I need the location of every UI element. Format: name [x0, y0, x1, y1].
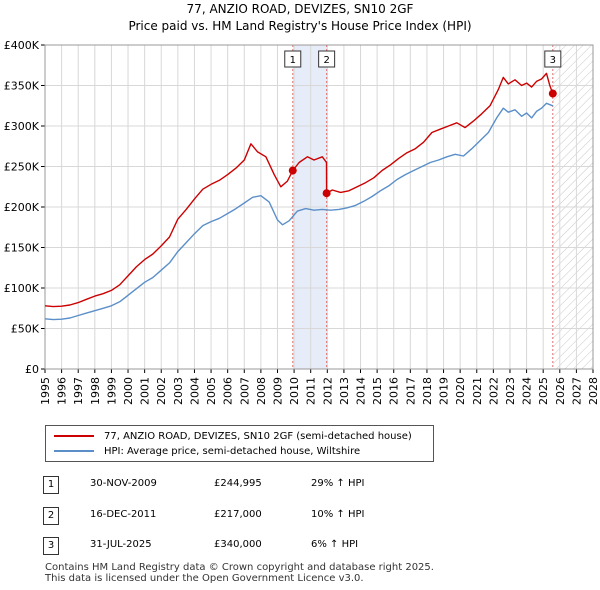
x-tick-label: 1996 [56, 377, 69, 405]
x-tick-label: 2026 [554, 377, 567, 405]
x-tick-label: 2011 [305, 377, 318, 405]
y-tick-label: £300K [4, 120, 40, 133]
x-tick-label: 2016 [388, 377, 401, 405]
x-tick-label: 2028 [587, 377, 600, 405]
legend-item-hpi: HPI: Average price, semi-detached house,… [54, 444, 360, 458]
y-tick-label: £0 [25, 363, 39, 376]
x-tick-label: 2013 [338, 377, 351, 405]
x-tick-label: 2006 [222, 377, 235, 405]
x-tick-label: 2020 [454, 377, 467, 405]
y-tick-label: £400K [4, 39, 40, 52]
legend-swatch-hpi [54, 450, 94, 452]
transaction-price: £340,000 [214, 539, 262, 550]
transaction-row: 3 31-JUL-2025 £340,000 6% ↑ HPI [0, 537, 600, 555]
annotation-box [318, 50, 336, 68]
x-tick-label: 2005 [205, 377, 218, 405]
chart-subtitle: Price paid vs. HM Land Registry's House … [128, 19, 472, 33]
x-tick-label: 1999 [105, 377, 118, 405]
transaction-price: £217,000 [214, 509, 262, 520]
y-tick-label: £200K [4, 201, 40, 214]
x-tick-label: 2021 [471, 377, 484, 405]
transaction-hpi-change: 6% ↑ HPI [311, 539, 359, 550]
plot-frame [44, 44, 594, 370]
series-line-property [44, 72, 554, 308]
x-tick-label: 2002 [155, 377, 168, 405]
legend-item-property: 77, ANZIO ROAD, DEVIZES, SN10 2GF (semi-… [54, 429, 412, 443]
x-tick-label: 2007 [238, 377, 251, 405]
x-tick-label: 2004 [188, 377, 201, 405]
x-tick-label: 1998 [89, 377, 102, 405]
y-tick-label: £250K [4, 161, 40, 174]
sale-point [322, 189, 331, 198]
x-tick-label: 1995 [39, 377, 52, 405]
sale-point [288, 166, 297, 175]
transaction-row: 1 30-NOV-2009 £244,995 29% ↑ HPI [0, 476, 600, 494]
transaction-date: 30-NOV-2009 [90, 478, 157, 489]
x-tick-label: 2001 [139, 377, 152, 405]
legend-label-property: 77, ANZIO ROAD, DEVIZES, SN10 2GF (semi-… [104, 430, 412, 442]
y-tick-label: £100K [4, 282, 40, 295]
price-chart: 1995 1996 1997 1998 1999 2000 2001 2002 2003 2004… [4, 39, 600, 405]
x-tick-label: 2012 [321, 377, 334, 405]
x-tick-label: 2010 [288, 377, 301, 405]
x-tick-label: 2017 [404, 377, 417, 405]
legend: 77, ANZIO ROAD, DEVIZES, SN10 2GF (semi-… [45, 425, 434, 462]
legend-swatch-property [54, 435, 94, 437]
legend-label-hpi: HPI: Average price, semi-detached house,… [104, 445, 361, 457]
footer-licence: This data is licensed under the Open Gov… [45, 573, 364, 584]
annotation-box [544, 50, 562, 68]
transaction-price: £244,995 [214, 478, 262, 489]
x-tick-label: 2000 [122, 377, 135, 405]
x-tick-label: 2009 [271, 377, 284, 405]
x-tick-label: 2003 [172, 377, 185, 405]
transaction-hpi-change: 10% ↑ HPI [311, 509, 365, 520]
x-tick-label: 2014 [355, 377, 368, 405]
transaction-number: 3 [43, 537, 59, 555]
chart-title: 77, ANZIO ROAD, DEVIZES, SN10 2GF [186, 2, 414, 16]
x-tick-label: 2022 [487, 377, 500, 405]
transaction-date: 16-DEC-2011 [90, 509, 157, 520]
x-tick-label: 2024 [521, 377, 534, 405]
transaction-date: 31-JUL-2025 [90, 539, 152, 550]
x-tick-label: 2023 [504, 377, 517, 405]
x-tick-label: 1997 [72, 377, 85, 405]
annotation-label: 2 [323, 55, 329, 66]
x-tick-label: 2018 [421, 377, 434, 405]
x-tick-label: 2019 [438, 377, 451, 405]
sale-point [548, 89, 557, 98]
x-tick-label: 2025 [537, 377, 550, 405]
transaction-number: 2 [43, 507, 59, 525]
transaction-hpi-change: 29% ↑ HPI [311, 478, 365, 489]
y-tick-label: £50K [11, 323, 40, 336]
footer-copyright: Contains HM Land Registry data © Crown c… [45, 562, 434, 573]
transaction-number: 1 [43, 476, 59, 494]
annotation-box [284, 50, 302, 68]
annotation-label: 1 [290, 55, 296, 66]
transaction-row: 2 16-DEC-2011 £217,000 10% ↑ HPI [0, 507, 600, 525]
series-line-hpi [44, 102, 554, 321]
y-tick-label: £150K [4, 242, 40, 255]
x-tick-label: 2015 [371, 377, 384, 405]
x-tick-label: 2008 [255, 377, 268, 405]
x-tick-label: 2027 [570, 377, 583, 405]
annotation-label: 3 [550, 55, 556, 66]
y-tick-label: £350K [4, 80, 40, 93]
